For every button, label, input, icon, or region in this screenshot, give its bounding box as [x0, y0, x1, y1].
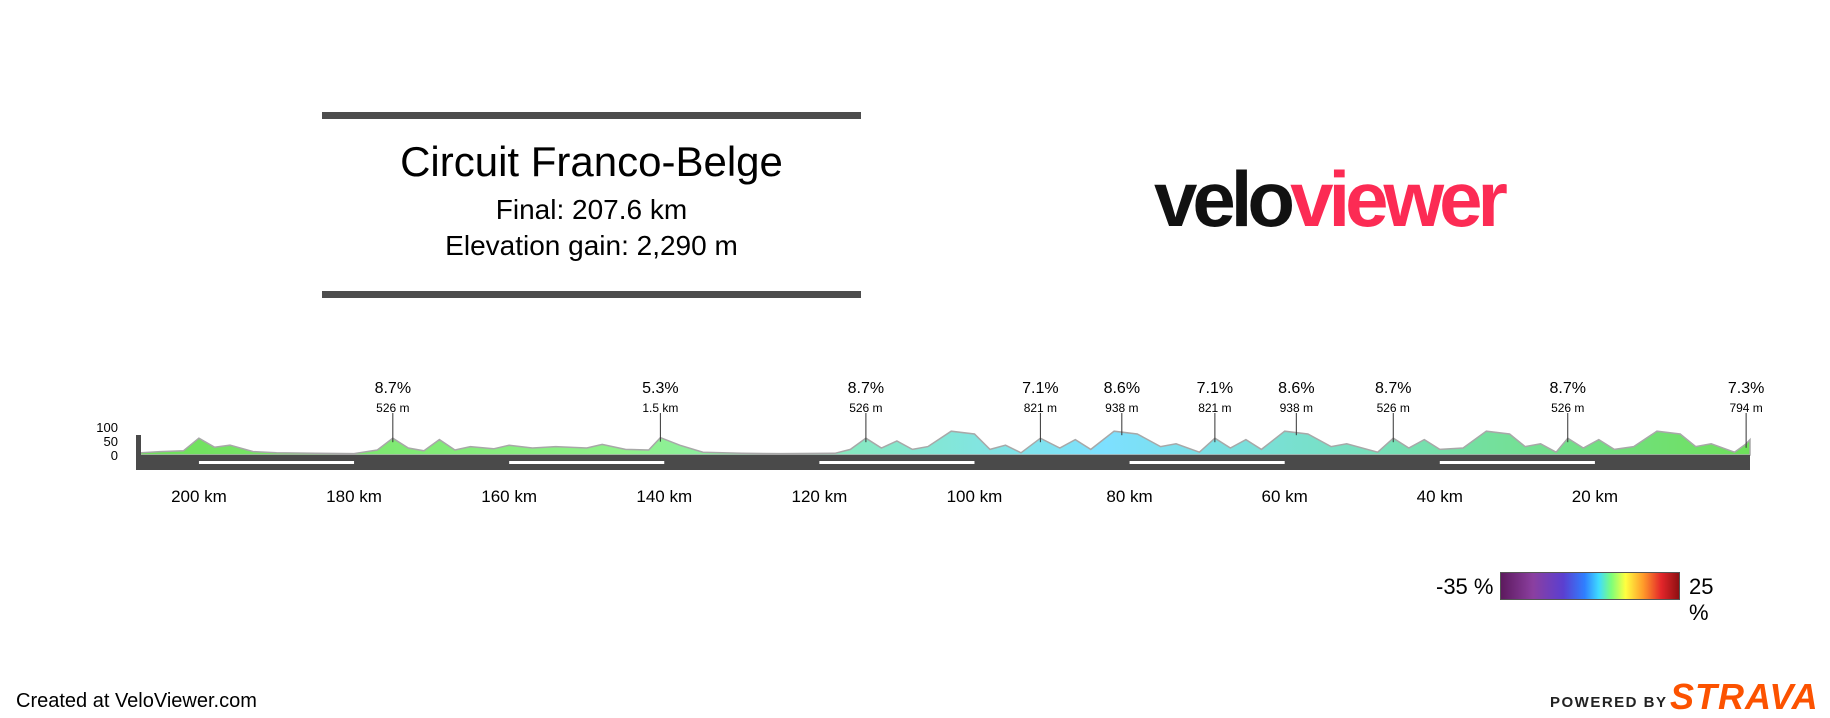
profile-area: [139, 430, 1751, 456]
climb-labels-layer: 8.7% 526 m 5.3% 1.5 km 8.7% 526 m 7.1% 821 m 8.6…: [375, 380, 1764, 448]
y-tick-label: 50: [104, 434, 118, 449]
climb-gradient-label: 8.7%: [375, 380, 411, 397]
climb-gradient-label: 8.6%: [1278, 380, 1314, 397]
x-tick-label: 200 km: [171, 487, 227, 506]
distance-line: Final: 207.6 km: [495, 194, 688, 225]
x-tick-label: 100 km: [947, 487, 1003, 506]
created-at-text: Created at VeloViewer.com: [16, 690, 257, 712]
legend-max-label: 25 %: [1689, 574, 1714, 625]
logo-viewer-text: viewer: [1290, 155, 1508, 243]
climb-length-label: 526 m: [1377, 401, 1410, 415]
x-tick-label: 120 km: [791, 487, 847, 506]
x-tick-label: 20 km: [1572, 487, 1618, 506]
strava-logo-text: STRAVA: [1670, 676, 1819, 717]
climb-length-label: 526 m: [1551, 401, 1584, 415]
profile-ground-layer: [136, 455, 1750, 470]
veloviewer-logo: veloviewer: [1154, 160, 1508, 238]
distance-scale-segment: [819, 461, 975, 464]
climb-length-label: 526 m: [849, 401, 882, 415]
distance-scale-segment: [1439, 461, 1595, 464]
x-tick-label: 80 km: [1106, 487, 1152, 506]
climb-length-label: 794 m: [1729, 401, 1762, 415]
y-tick-label: 100: [96, 420, 118, 435]
title-bottom-rule: [322, 291, 861, 298]
climb-length-label: 1.5 km: [642, 401, 678, 415]
x-tick-label: 60 km: [1262, 487, 1308, 506]
climb-gradient-label: 7.1%: [1022, 380, 1058, 397]
title-top-rule: [322, 112, 861, 119]
y-axis-line: [136, 435, 141, 457]
powered-by-text: POWERED BY: [1550, 694, 1668, 711]
logo-velo-text: velo: [1154, 155, 1295, 243]
climb-gradient-label: 7.3%: [1728, 380, 1764, 397]
climb-length-label: 821 m: [1198, 401, 1231, 415]
climb-gradient-label: 5.3%: [642, 380, 678, 397]
climb-gradient-label: 8.6%: [1104, 380, 1140, 397]
legend-color-scale: [1500, 572, 1680, 600]
elevation-gain-line: Elevation gain: 2,290 m: [445, 230, 738, 261]
climb-length-label: 938 m: [1105, 401, 1138, 415]
x-tick-label: 160 km: [481, 487, 537, 506]
climb-length-label: 526 m: [376, 401, 409, 415]
climb-gradient-label: 8.7%: [1550, 380, 1586, 397]
climb-length-label: 821 m: [1024, 401, 1057, 415]
distance-scale-segment: [1129, 461, 1285, 464]
climb-gradient-label: 8.7%: [848, 380, 884, 397]
x-tick-label: 40 km: [1417, 487, 1463, 506]
distance-scale-segment: [198, 461, 355, 464]
profile-area-layer: [139, 430, 1751, 456]
x-tick-labels-layer: 200 km 180 km 160 km 140 km 120 km 100 km 80 k…: [171, 487, 1618, 506]
x-tick-label: 180 km: [326, 487, 382, 506]
climb-gradient-label: 8.7%: [1375, 380, 1411, 397]
climb-length-label: 938 m: [1280, 401, 1313, 415]
y-tick-label: 0: [111, 448, 118, 463]
x-tick-label: 140 km: [636, 487, 692, 506]
distance-scale-segment: [509, 461, 665, 464]
title-box: Circuit Franco-Belge Final: 207.6 km Ele…: [322, 112, 861, 298]
climb-gradient-label: 7.1%: [1197, 380, 1233, 397]
race-title: Circuit Franco-Belge: [400, 138, 783, 185]
legend-min-label: -35 %: [1436, 574, 1494, 599]
gradient-legend: -35 % 25 %: [1436, 572, 1736, 625]
